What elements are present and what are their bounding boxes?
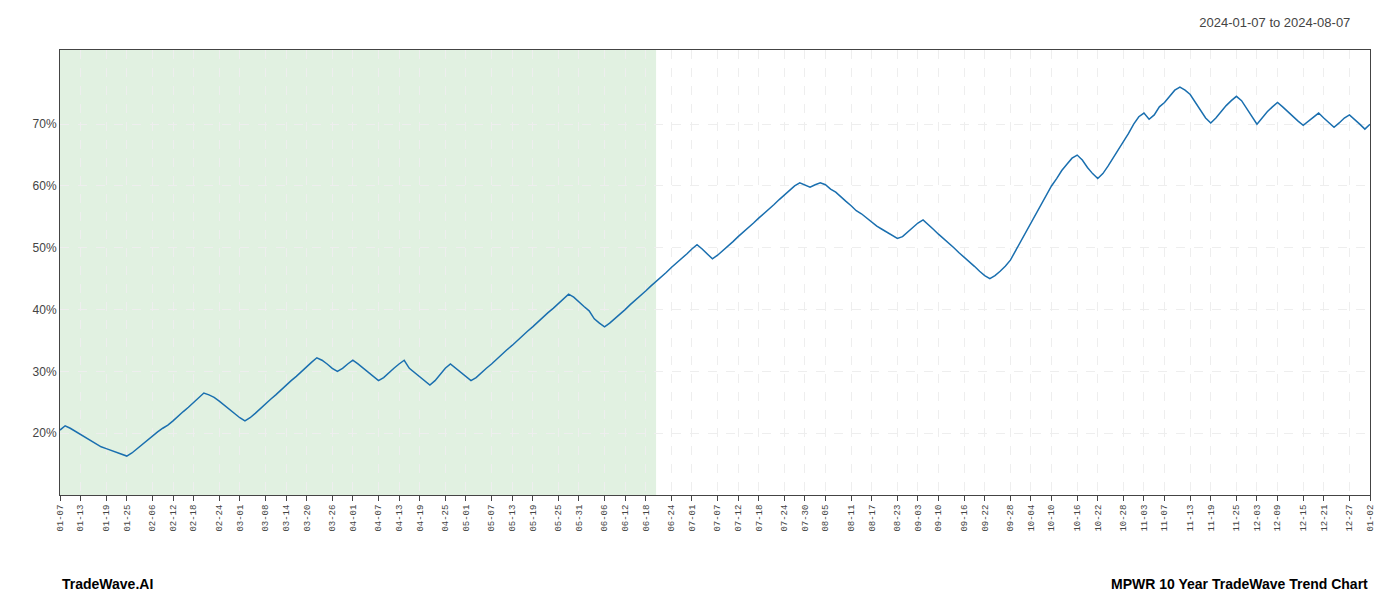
svg-text:04-07: 04-07 [374, 505, 384, 532]
svg-text:MPWR 10 Year TradeWave Trend C: MPWR 10 Year TradeWave Trend Chart [1111, 576, 1368, 592]
svg-text:05-07: 05-07 [487, 505, 497, 532]
svg-text:06-06: 06-06 [600, 505, 610, 532]
svg-text:10-22: 10-22 [1094, 505, 1104, 532]
svg-text:05-19: 05-19 [529, 505, 539, 532]
svg-text:04-13: 04-13 [395, 505, 405, 532]
svg-text:07-07: 07-07 [713, 505, 723, 532]
svg-text:02-18: 02-18 [189, 505, 199, 532]
svg-text:05-13: 05-13 [508, 505, 518, 532]
svg-text:05-31: 05-31 [575, 505, 585, 532]
svg-text:06-24: 06-24 [667, 505, 677, 532]
svg-text:01-02: 01-02 [1366, 505, 1376, 532]
svg-text:12-09: 12-09 [1273, 505, 1283, 532]
svg-text:04-25: 04-25 [441, 505, 451, 532]
svg-text:20%: 20% [33, 426, 57, 440]
svg-text:11-19: 11-19 [1207, 505, 1217, 532]
svg-text:01-19: 01-19 [102, 505, 112, 532]
svg-text:08-17: 08-17 [868, 505, 878, 532]
svg-text:09-22: 09-22 [981, 505, 991, 532]
svg-text:01-25: 01-25 [123, 505, 133, 532]
svg-text:08-05: 08-05 [821, 505, 831, 532]
svg-text:60%: 60% [33, 179, 57, 193]
svg-text:07-24: 07-24 [780, 505, 790, 532]
svg-text:03-20: 03-20 [303, 505, 313, 532]
svg-text:11-07: 11-07 [1160, 505, 1170, 532]
svg-text:06-18: 06-18 [642, 505, 652, 532]
svg-text:04-01: 04-01 [349, 505, 359, 532]
svg-text:03-26: 03-26 [328, 505, 338, 532]
svg-text:02-06: 02-06 [148, 505, 158, 532]
svg-text:05-25: 05-25 [554, 505, 564, 532]
svg-text:02-12: 02-12 [169, 505, 179, 532]
svg-text:02-24: 02-24 [215, 505, 225, 532]
svg-text:07-30: 07-30 [801, 505, 811, 532]
svg-text:12-27: 12-27 [1345, 505, 1355, 532]
svg-text:05-01: 05-01 [462, 505, 472, 532]
svg-text:08-23: 08-23 [893, 505, 903, 532]
svg-text:70%: 70% [33, 117, 57, 131]
svg-text:50%: 50% [33, 241, 57, 255]
svg-text:03-01: 03-01 [236, 505, 246, 532]
svg-text:11-13: 11-13 [1186, 505, 1196, 532]
svg-text:11-03: 11-03 [1140, 505, 1150, 532]
svg-text:40%: 40% [33, 303, 57, 317]
svg-text:08-11: 08-11 [847, 505, 857, 532]
svg-text:09-10: 09-10 [934, 505, 944, 532]
svg-text:12-15: 12-15 [1299, 505, 1309, 532]
svg-text:10-10: 10-10 [1047, 505, 1057, 532]
svg-text:07-12: 07-12 [734, 505, 744, 532]
svg-text:10-04: 10-04 [1027, 505, 1037, 532]
svg-text:30%: 30% [33, 365, 57, 379]
svg-text:2024-01-07 to 2024-08-07: 2024-01-07 to 2024-08-07 [1199, 15, 1350, 30]
svg-text:09-16: 09-16 [960, 505, 970, 532]
svg-text:10-16: 10-16 [1073, 505, 1083, 532]
svg-text:01-07: 01-07 [56, 505, 66, 532]
svg-text:10-28: 10-28 [1119, 505, 1129, 532]
svg-text:03-08: 03-08 [261, 505, 271, 532]
svg-text:04-19: 04-19 [416, 505, 426, 532]
svg-text:TradeWave.AI: TradeWave.AI [62, 576, 153, 592]
svg-text:06-12: 06-12 [621, 505, 631, 532]
svg-text:11-25: 11-25 [1232, 505, 1242, 532]
svg-text:01-13: 01-13 [76, 505, 86, 532]
svg-text:12-21: 12-21 [1320, 505, 1330, 532]
svg-text:09-03: 09-03 [914, 505, 924, 532]
svg-text:07-18: 07-18 [755, 505, 765, 532]
svg-text:07-01: 07-01 [688, 505, 698, 532]
svg-text:09-28: 09-28 [1006, 505, 1016, 532]
svg-text:03-14: 03-14 [282, 505, 292, 532]
svg-text:12-03: 12-03 [1253, 505, 1263, 532]
